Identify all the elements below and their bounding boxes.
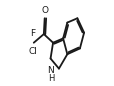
Text: F: F xyxy=(30,29,35,38)
Text: Cl: Cl xyxy=(28,47,37,56)
Text: N: N xyxy=(47,66,54,75)
Text: H: H xyxy=(48,74,54,83)
Text: O: O xyxy=(41,6,48,15)
